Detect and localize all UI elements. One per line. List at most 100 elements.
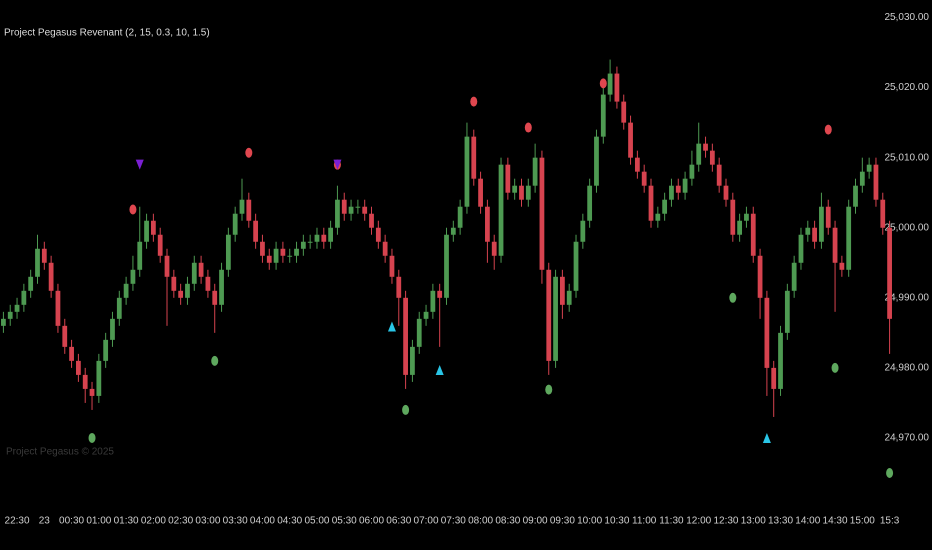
buy-dot (886, 467, 894, 478)
candle-body (621, 101, 627, 123)
candle-body (764, 297, 770, 368)
candle-body (110, 318, 115, 340)
candle-body (430, 290, 436, 312)
candle-body (771, 367, 777, 389)
up-triangle (387, 321, 396, 332)
candle-body (7, 311, 13, 319)
candle-body (375, 227, 381, 242)
candle-body (866, 164, 872, 172)
candle-body (21, 290, 27, 305)
x-tick-label: 12:00 (686, 516, 711, 527)
x-tick-label: 02:00 (141, 516, 166, 527)
candle-body (628, 122, 633, 158)
watermark: Project Pegasus © 2025 (6, 447, 114, 458)
y-tick-label: 25,030.00 (885, 12, 930, 23)
y-tick-label: 25,010.00 (885, 152, 930, 163)
x-tick-label: 06:00 (359, 516, 384, 527)
candle-body (14, 304, 20, 312)
candle-body (485, 206, 490, 242)
candle-body (260, 241, 265, 256)
candle-body (478, 178, 483, 207)
sell-dot (470, 96, 478, 107)
candle-body (580, 220, 586, 242)
candle-body (641, 171, 647, 186)
candle-body (41, 248, 47, 263)
up-triangle (435, 364, 444, 375)
candle-body (744, 213, 749, 221)
sell-dot (599, 78, 607, 89)
candle-body (307, 241, 313, 243)
x-tick-label: 08:00 (468, 516, 493, 527)
candle-body (600, 94, 606, 137)
candle-body (587, 185, 593, 221)
candle-body (96, 360, 102, 396)
candle-body (450, 227, 456, 235)
candle-body (614, 73, 620, 102)
candle-body (559, 276, 565, 305)
candle-body (648, 185, 654, 221)
y-tick-label: 25,020.00 (885, 82, 930, 93)
candle-body (798, 234, 804, 263)
candle-body (675, 185, 681, 193)
y-tick-label: 25,000.00 (885, 222, 930, 233)
candle-body (89, 388, 95, 396)
candle-body (273, 248, 279, 263)
candle-body (716, 164, 722, 186)
candle-body (778, 332, 783, 389)
candle-body (150, 220, 156, 235)
candle-body (205, 276, 211, 291)
candle-body (266, 255, 272, 263)
candle-body (546, 269, 552, 361)
buy-dot (545, 384, 553, 395)
candle-body (825, 206, 831, 228)
candle-body (225, 234, 231, 270)
candle-body (198, 262, 204, 277)
candle-body (750, 213, 756, 256)
up-triangle (762, 432, 771, 443)
candle-body (805, 227, 811, 235)
candle-body (294, 248, 299, 256)
x-tick-label: 10:00 (577, 516, 602, 527)
candle-body (594, 136, 599, 186)
candle-body (35, 248, 40, 277)
candle-body (662, 199, 668, 214)
candle-body (819, 206, 824, 242)
candle-body (505, 164, 511, 193)
candle-body (232, 213, 238, 235)
x-tick-label: 07:30 (441, 516, 466, 527)
x-tick-label: 03:00 (195, 516, 220, 527)
candle-body (123, 283, 129, 298)
candle-body (239, 199, 245, 214)
candle-body (130, 269, 136, 284)
candle-body (396, 276, 402, 298)
candle-body (144, 220, 149, 242)
y-tick-label: 24,990.00 (885, 292, 930, 303)
candle-body (1, 318, 6, 326)
x-tick-label: 13:30 (768, 516, 793, 527)
candle-body (382, 241, 388, 256)
candle-body (157, 234, 163, 256)
candle-body (137, 241, 143, 270)
candle-body (471, 136, 477, 179)
x-tick-label: 09:00 (523, 516, 548, 527)
candle-body (682, 178, 688, 193)
x-tick-label: 08:30 (495, 516, 520, 527)
x-tick-label: 01:00 (86, 516, 111, 527)
y-tick-label: 24,970.00 (885, 433, 930, 444)
candle-body (389, 255, 395, 277)
sell-dot (524, 122, 532, 133)
candle-body (519, 185, 524, 200)
candle-body (55, 290, 61, 326)
buy-dot (88, 432, 96, 443)
buy-dot (729, 292, 737, 303)
candle-body (887, 227, 892, 319)
buy-dot (211, 355, 219, 366)
candle-body (846, 206, 852, 270)
buy-dot (831, 362, 839, 373)
x-tick-label: 06:30 (386, 516, 411, 527)
candle-body (185, 283, 190, 298)
x-tick-label: 15:3 (880, 516, 900, 527)
candle-body (410, 346, 415, 375)
candle-body (791, 262, 797, 291)
